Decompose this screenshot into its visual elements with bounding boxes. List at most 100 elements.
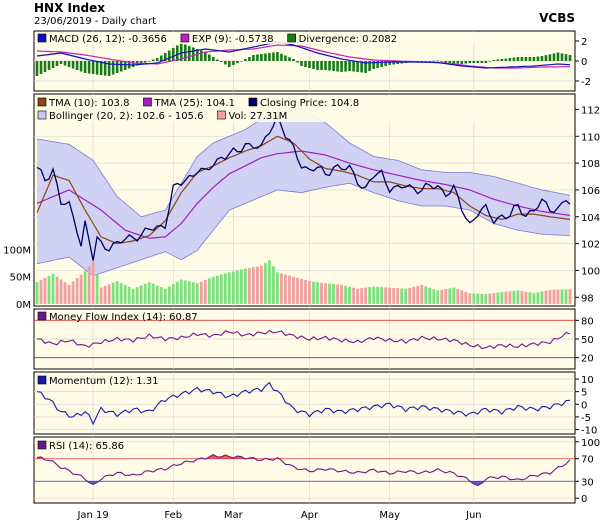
volume-bar [480,293,484,304]
legend-close: Closing Price: 104.8 [260,98,359,109]
divergence-bar [444,61,448,63]
price-ytick-label: 102 [581,240,600,251]
divergence-bar [476,61,480,63]
tma10-icon [37,97,47,107]
volume-bar [227,272,231,304]
divergence-bar [71,61,75,69]
divergence-bar [384,61,387,66]
volume-bar [444,289,448,304]
macd-legend-bg [35,32,574,44]
x-axis-label: May [379,510,400,521]
divergence-bar [316,61,319,70]
x-axis-label: Apr [301,510,319,521]
volume-bar [372,286,376,304]
volume-bar [292,276,295,304]
divergence-bar [312,61,315,69]
divergence-bar [280,53,283,61]
divergence-bar [87,61,91,74]
divergence-bar [155,58,159,61]
volume-bar [488,293,492,304]
price-ytick-label: 98 [581,293,594,304]
volume-tick-label: 0M [16,300,31,311]
legend-momentum: Momentum (12): 1.31 [49,376,159,387]
volume-bar [159,287,163,304]
divergence-bar [356,61,359,72]
price-ytick-label: 104 [581,213,600,224]
volume-bar [516,290,520,304]
volume-bar [432,289,436,304]
divergence-bar [328,61,331,71]
exp-icon [180,33,190,43]
volume-bar [356,288,360,304]
momentum-ytick-label: 10 [581,375,594,386]
volume-bar [460,290,464,304]
divergence-bar [336,61,339,72]
divergence-bar [288,57,291,61]
rsi-panel: 100 70 30 0 RSI (14): 65.86 [33,436,600,505]
volume-bar [219,274,223,304]
mfi-ytick-label: 20 [581,354,594,365]
legend-rsi: RSI (14): 65.86 [49,441,124,452]
divergence-bar [67,61,71,67]
momentum-ytick-label: -10 [581,425,597,436]
volume-bar [195,283,199,304]
volume-bar [171,284,175,304]
divergence-bar [248,57,251,61]
volume-bar [264,263,267,304]
divergence-bar [236,61,239,63]
divergence-bar [276,52,279,61]
bollinger-lower-line [36,182,571,277]
divergence-bar [460,61,464,64]
divergence-bar [508,58,512,61]
divergence-bar [260,54,263,61]
volume-bar [436,290,440,304]
volume-bar [51,274,55,304]
volume-bar [504,291,508,304]
volume-bar [316,282,319,304]
volume-bar [147,282,151,304]
divergence-bar [240,61,243,62]
price-ytick-label: 100 [581,266,600,277]
volume-bar [231,271,235,304]
volume-bar [532,293,536,304]
divergence-bar [212,57,215,61]
volume-bar [464,291,468,304]
close-icon [248,97,258,107]
divergence-bar [488,61,492,62]
volume-bar [191,282,195,304]
volume-bar [328,283,331,304]
divergence-bar [123,61,127,70]
macd-ytick-label: -2 [581,77,591,88]
volume-bar [500,292,504,304]
price-ytick-label: 112 [581,105,600,116]
x-axis-label: Feb [164,510,182,521]
legend-tma25: TMA (25): 104.1 [153,98,234,109]
volume-bar [211,276,215,304]
volume-bar [512,290,516,304]
legend-bollinger: Bollinger (20, 2): 102.6 - 105.6 [49,111,203,122]
divergence-bar [151,59,155,61]
volume-bar [183,280,187,304]
volume-bar [203,280,207,304]
volume-bar [364,287,368,304]
volume-bar [340,284,343,304]
divergence-bar [268,53,271,61]
divergence-bar [63,61,67,66]
volume-bar [43,278,47,304]
price-ytick-label: 108 [581,159,600,170]
divergence-bar [436,60,440,62]
volume-bar [235,270,239,304]
volume-bar [260,265,263,304]
volume-bar [524,291,528,304]
momentum-ytick-label: 5 [581,388,587,399]
divergence-bar [79,61,83,72]
volume-bar [139,285,143,304]
volume-bar [456,289,460,304]
divergence-bar [115,61,119,73]
volume-bar [207,278,211,304]
macd-ytick-label: 0 [581,57,587,68]
divergence-bar [464,61,468,64]
volume-bar [199,281,203,304]
divergence-bar [536,56,540,61]
